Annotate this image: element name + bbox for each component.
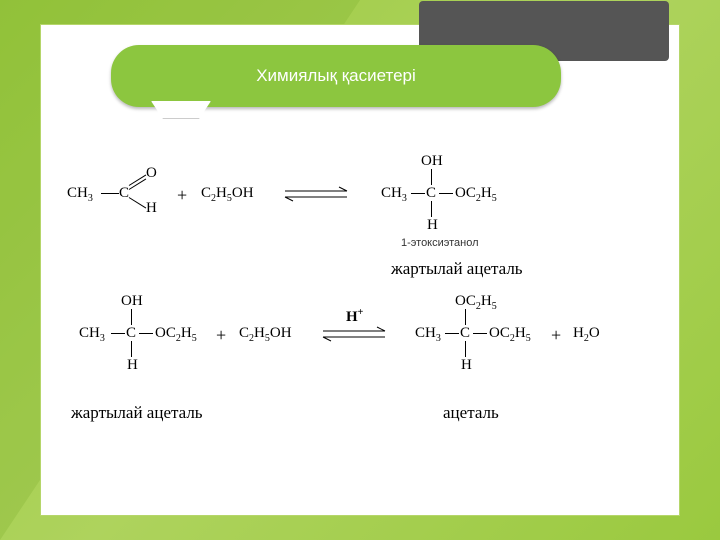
r1-product-oh: OH (421, 153, 443, 170)
bond (439, 193, 453, 194)
r2-reag-c: C (126, 325, 136, 342)
title-text: Химиялық қасиетері (256, 66, 416, 86)
content-card: Химиялық қасиетері CH3 C O H + (40, 24, 680, 516)
r2-reag-h: H (127, 357, 138, 374)
r1-product-h: H (427, 217, 438, 234)
bond (473, 333, 487, 334)
banner-notch (151, 101, 211, 119)
plus-2a: + (216, 325, 226, 346)
reaction-2: OH CH3 C OC2H5 H + C2H5OH H+ (61, 295, 659, 425)
r1-subname: 1-этоксиэтанол (401, 237, 479, 249)
vbond (431, 169, 432, 185)
r1-product-c: C (426, 185, 436, 202)
plus-1: + (177, 185, 187, 206)
equilibrium-arrow-1 (281, 185, 351, 203)
h-atom: H (146, 200, 157, 217)
r2-prod-oc2h5: OC2H5 (489, 325, 531, 344)
r2-prod-oc2h5-top: OC2H5 (455, 293, 497, 312)
chemistry-area: CH3 C O H + C2H5OH (61, 145, 659, 495)
r2-reag-oc2h5: OC2H5 (155, 325, 197, 344)
bond (411, 193, 425, 194)
title-banner: Химиялық қасиетері (111, 45, 561, 107)
r2-prod-c: C (460, 325, 470, 342)
bond-h (129, 197, 146, 208)
vbond (465, 341, 466, 357)
vbond (465, 309, 466, 325)
r2-reagent-label: жартылай ацеталь (71, 403, 203, 423)
r1-product-oc2h5: OC2H5 (455, 185, 497, 204)
bond (111, 333, 125, 334)
r1-ethanol: C2H5OH (201, 185, 254, 204)
o-atom: O (146, 165, 157, 182)
ch3-group: CH3 (67, 185, 93, 204)
r2-ethanol: C2H5OH (239, 325, 292, 344)
r1-acetaldehyde: CH3 (67, 185, 93, 204)
r2-product-label: ацеталь (443, 403, 499, 423)
r2-water: H2O (573, 325, 600, 344)
r2-reag-ch3: CH3 (79, 325, 105, 344)
bond (101, 193, 119, 194)
bond (139, 333, 153, 334)
r2-prod-ch3: CH3 (415, 325, 441, 344)
equilibrium-arrow-2 (319, 325, 389, 343)
bond (445, 333, 459, 334)
r1-product-ch3: CH3 (381, 185, 407, 204)
c-atom: C (119, 185, 129, 202)
plus-2b: + (551, 325, 561, 346)
vbond (131, 309, 132, 325)
r2-prod-h: H (461, 357, 472, 374)
r2-catalyst: H+ (346, 307, 363, 326)
r1-product-label: жартылай ацеталь (391, 259, 523, 279)
vbond (431, 201, 432, 217)
vbond (131, 341, 132, 357)
r2-reag-oh: OH (121, 293, 143, 310)
reaction-1: CH3 C O H + C2H5OH (61, 155, 659, 275)
